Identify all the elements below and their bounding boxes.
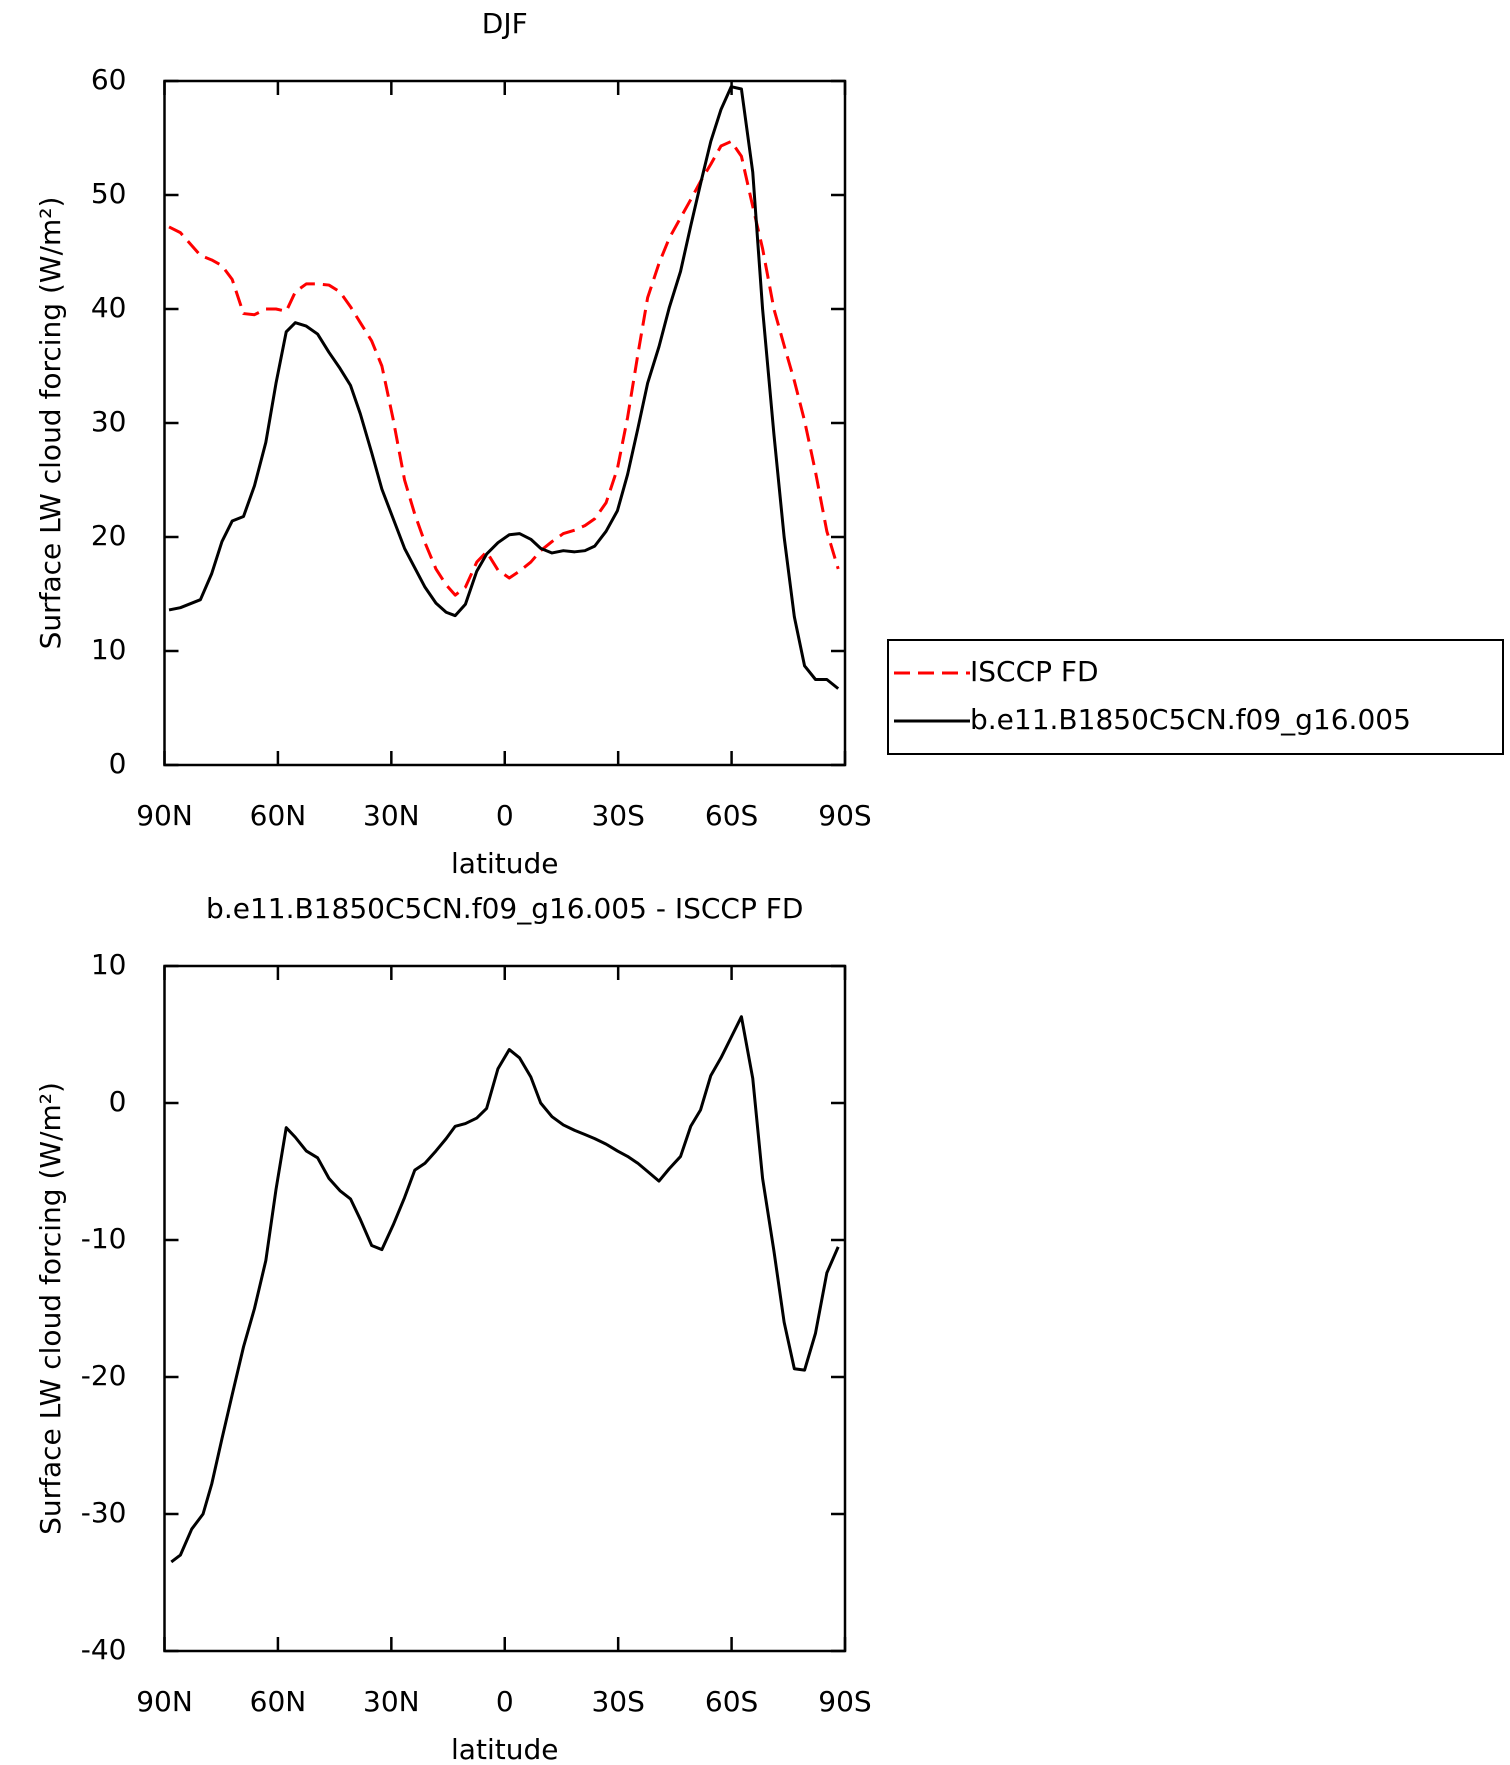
data-line — [168, 85, 840, 690]
x-tick-label: 60N — [250, 799, 307, 832]
x-tick-label: 30S — [591, 1685, 644, 1718]
x-tick-label: 30N — [363, 799, 420, 832]
y-tick-label: 30 — [91, 405, 127, 438]
x-tick-label: 60S — [705, 799, 758, 832]
y-tick-label: 40 — [91, 291, 127, 324]
x-tick-label: 60N — [250, 1685, 307, 1718]
y-tick-label: 50 — [91, 177, 127, 210]
y-tick-label: -10 — [81, 1222, 127, 1255]
x-axis-label: latitude — [451, 1733, 558, 1765]
x-tick-label: 90N — [136, 1685, 193, 1718]
x-tick-label: 30N — [363, 1685, 420, 1718]
data-line — [170, 1015, 840, 1564]
legend-label: b.e11.B1850C5CN.f09_g16.005 — [970, 703, 1411, 736]
legend-box — [887, 639, 1504, 755]
y-axis-label: Surface LW cloud forcing (W/m²) — [34, 197, 67, 650]
chart-title: b.e11.B1850C5CN.f09_g16.005 - ISCCP FD — [206, 892, 803, 925]
x-tick-label: 90S — [818, 1685, 871, 1718]
y-tick-label: 0 — [109, 1085, 127, 1118]
plot-frame — [163, 964, 847, 1653]
chart-title: DJF — [482, 7, 528, 40]
y-tick-label: 0 — [109, 747, 127, 780]
y-tick-label: -40 — [81, 1633, 127, 1666]
y-tick-label: 10 — [91, 948, 127, 981]
legend-label: ISCCP FD — [970, 655, 1099, 688]
x-axis-label: latitude — [451, 847, 558, 880]
x-tick-label: 0 — [496, 799, 514, 832]
y-tick-label: 60 — [91, 63, 127, 96]
plot-frame — [163, 79, 847, 767]
x-tick-label: 0 — [496, 1685, 514, 1718]
y-tick-label: 20 — [91, 519, 127, 552]
x-tick-label: 90S — [818, 799, 871, 832]
y-tick-label: -20 — [81, 1359, 127, 1392]
y-axis-label: Surface LW cloud forcing (W/m²) — [34, 1082, 67, 1535]
x-tick-label: 60S — [705, 1685, 758, 1718]
x-tick-label: 30S — [591, 799, 644, 832]
data-line — [168, 139, 840, 597]
y-tick-label: 10 — [91, 633, 127, 666]
y-tick-label: -30 — [81, 1496, 127, 1529]
x-tick-label: 90N — [136, 799, 193, 832]
